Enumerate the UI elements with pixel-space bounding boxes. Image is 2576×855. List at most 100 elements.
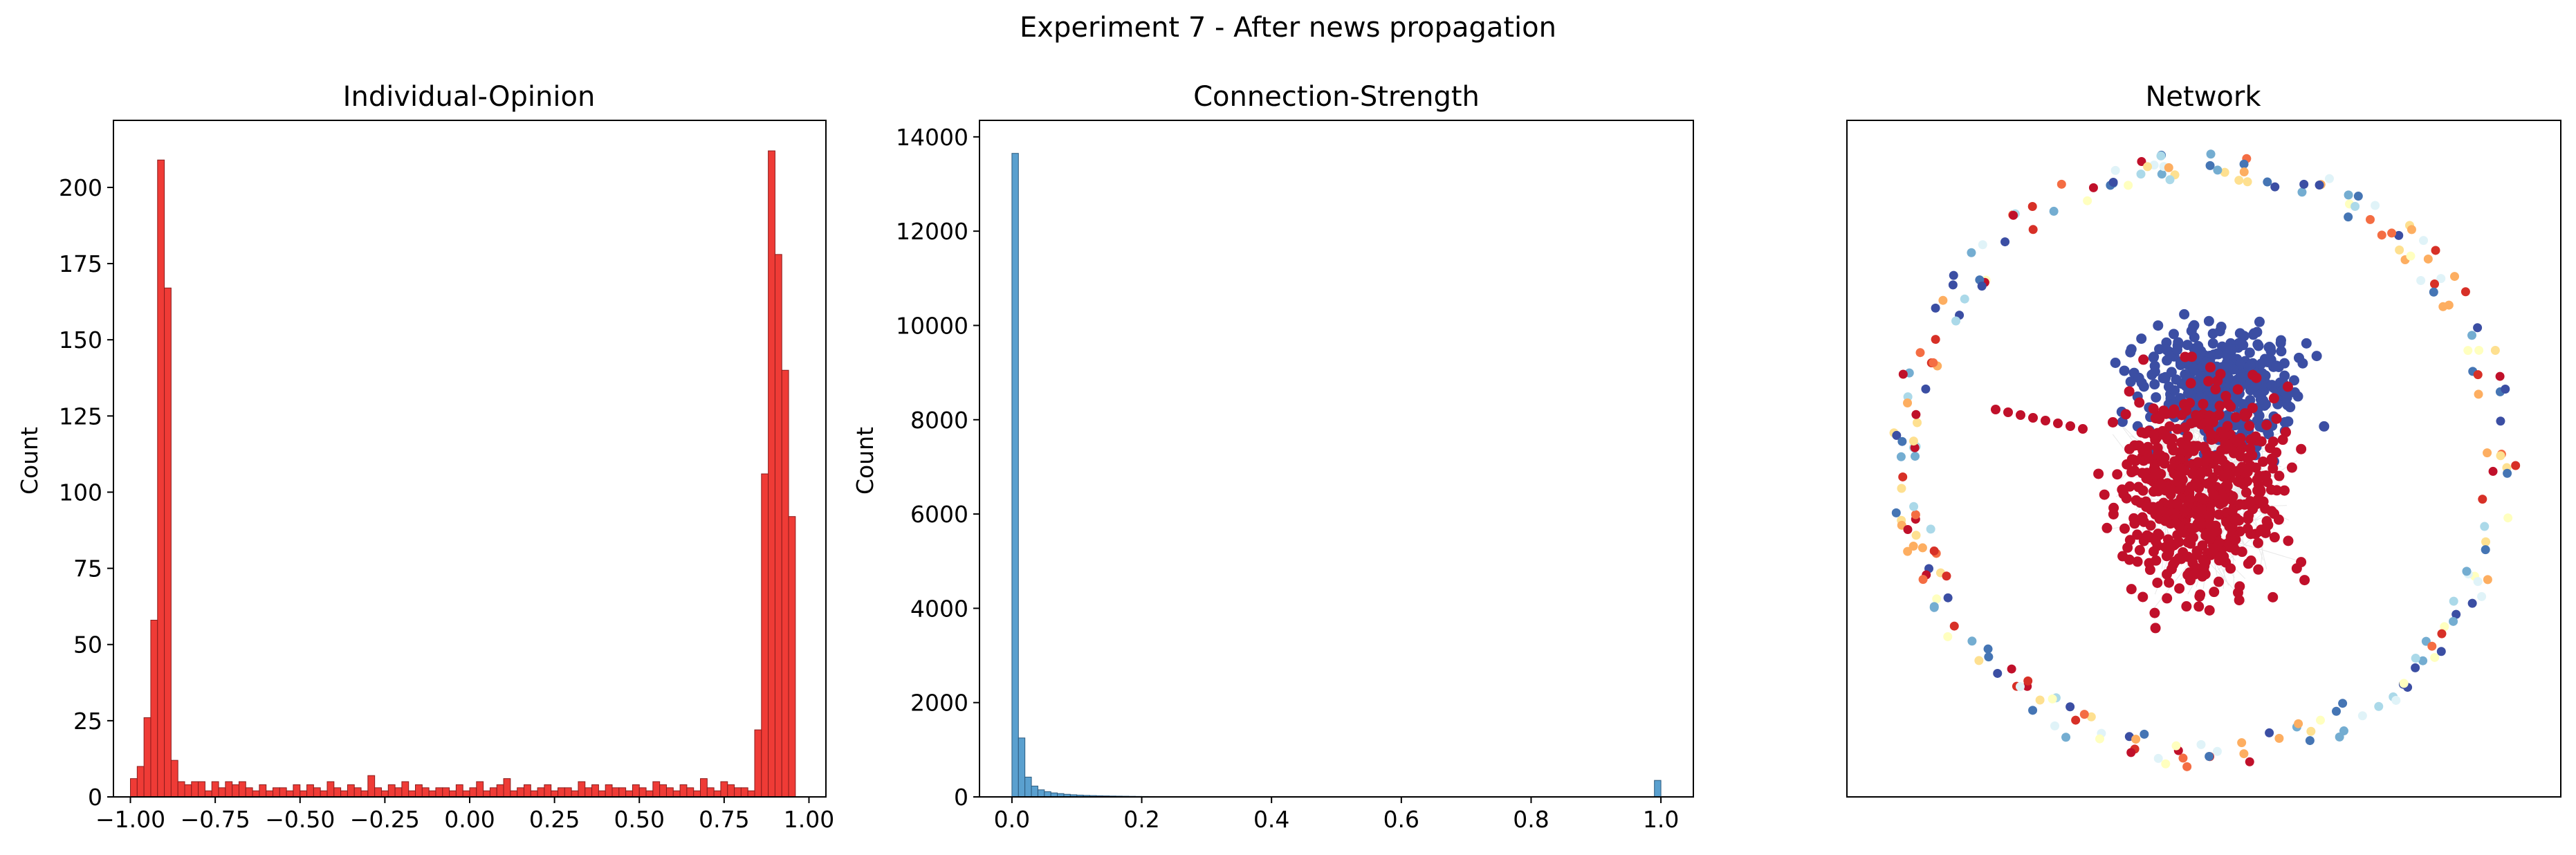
network-node bbox=[2391, 695, 2401, 705]
network-node bbox=[2387, 228, 2397, 238]
figure-title: Experiment 7 - After news propagation bbox=[1020, 12, 1556, 44]
network-node bbox=[2003, 407, 2013, 417]
opinion-ticks: −1.00 −0.75 −0.50 −0.25 0.00 0.25 0.50 0.75 1.00… bbox=[59, 174, 834, 833]
network-node bbox=[2161, 344, 2172, 356]
network-node bbox=[2188, 362, 2199, 374]
network-node bbox=[2174, 583, 2185, 594]
network-node bbox=[2053, 419, 2063, 428]
network-node bbox=[2140, 729, 2149, 739]
network-node bbox=[2242, 452, 2253, 463]
network-node bbox=[2451, 609, 2461, 619]
network-node bbox=[2243, 513, 2254, 524]
network-node bbox=[2035, 695, 2045, 705]
network-node bbox=[2196, 739, 2206, 749]
opinion-bar bbox=[340, 790, 348, 798]
opinion-xtick-label: −0.50 bbox=[265, 806, 335, 833]
opinion-bar bbox=[638, 787, 647, 798]
opinion-bar bbox=[387, 784, 396, 798]
network-node bbox=[2305, 736, 2315, 746]
network-node bbox=[2437, 629, 2447, 638]
network-node bbox=[2197, 540, 2208, 551]
network-node bbox=[2143, 162, 2153, 172]
network-node bbox=[2101, 522, 2113, 533]
network-node bbox=[2234, 176, 2244, 185]
opinion-bar bbox=[191, 781, 199, 798]
network-node bbox=[2057, 179, 2066, 189]
network-node bbox=[2148, 546, 2159, 557]
opinion-bar bbox=[293, 784, 301, 798]
network-node bbox=[2133, 372, 2144, 383]
opinion-bar bbox=[462, 790, 470, 798]
network-node bbox=[2271, 485, 2282, 496]
network-node bbox=[2148, 403, 2159, 414]
network-node bbox=[2166, 367, 2177, 378]
network-node bbox=[2205, 751, 2214, 761]
network-node bbox=[2332, 706, 2342, 716]
network-node bbox=[2134, 544, 2145, 555]
network-node bbox=[2306, 726, 2316, 736]
strength-title: Connection-Strength bbox=[1193, 81, 1480, 113]
opinion-bar bbox=[170, 760, 178, 798]
opinion-bar bbox=[618, 787, 627, 798]
network-node bbox=[2023, 676, 2033, 686]
network-node bbox=[2110, 165, 2120, 175]
network-node bbox=[2357, 711, 2367, 721]
network-node bbox=[2230, 412, 2241, 423]
network-node bbox=[2416, 276, 2426, 286]
network-node bbox=[2203, 510, 2214, 521]
network-node bbox=[1898, 369, 1908, 379]
network-node bbox=[2335, 732, 2344, 742]
opinion-bar bbox=[136, 766, 145, 798]
network-node bbox=[2371, 201, 2380, 210]
network-node bbox=[2117, 551, 2128, 562]
network-node bbox=[2149, 366, 2160, 377]
network-node bbox=[2187, 468, 2198, 479]
network-node bbox=[2296, 557, 2307, 568]
network-node bbox=[2253, 564, 2264, 575]
network-node bbox=[2126, 584, 2137, 595]
network-node bbox=[2283, 416, 2294, 427]
network-node bbox=[2276, 346, 2287, 357]
network-node bbox=[1911, 531, 1921, 540]
network-node bbox=[1898, 472, 1908, 481]
strength-ticks: 0.0 0.2 0.4 0.6 0.8 1.0 0 2000 4000 6000 8000 10000… bbox=[896, 124, 1679, 833]
opinion-bar bbox=[326, 781, 335, 798]
opinion-bar bbox=[218, 787, 226, 798]
opinion-bar bbox=[476, 781, 484, 798]
network-node bbox=[2244, 421, 2255, 432]
network-node bbox=[2041, 416, 2050, 425]
network-node bbox=[2162, 593, 2173, 604]
opinion-bars bbox=[130, 150, 796, 798]
opinion-bar bbox=[665, 787, 674, 798]
network-node bbox=[2160, 430, 2171, 441]
network-node bbox=[2205, 362, 2216, 373]
network-node bbox=[2157, 169, 2166, 179]
network-node bbox=[2152, 577, 2163, 588]
network-node bbox=[2212, 746, 2222, 756]
opinion-ytick-label: 25 bbox=[73, 708, 102, 735]
network-node bbox=[2271, 360, 2282, 371]
network-node bbox=[2316, 715, 2326, 725]
strength-bar bbox=[1031, 785, 1038, 798]
network-node bbox=[2166, 441, 2178, 452]
opinion-bar bbox=[225, 781, 233, 798]
network-node bbox=[2136, 427, 2147, 438]
opinion-bar bbox=[259, 784, 267, 798]
network-node bbox=[1918, 575, 1928, 585]
opinion-bar bbox=[286, 790, 294, 798]
opinion-bar bbox=[720, 781, 728, 798]
strength-axes-frame bbox=[979, 120, 1694, 798]
network-node bbox=[2148, 430, 2159, 441]
network-node bbox=[2236, 371, 2247, 383]
network-node bbox=[1948, 280, 1958, 290]
network-node bbox=[2187, 532, 2198, 543]
network-node bbox=[2394, 230, 2404, 240]
network-node bbox=[2142, 530, 2153, 541]
network-node bbox=[2182, 340, 2193, 351]
network-node bbox=[2211, 450, 2223, 461]
opinion-bar bbox=[232, 784, 239, 798]
network-node bbox=[2436, 647, 2446, 656]
network-node bbox=[2429, 287, 2438, 297]
network-node bbox=[1903, 398, 1913, 408]
network-node bbox=[2153, 320, 2164, 331]
